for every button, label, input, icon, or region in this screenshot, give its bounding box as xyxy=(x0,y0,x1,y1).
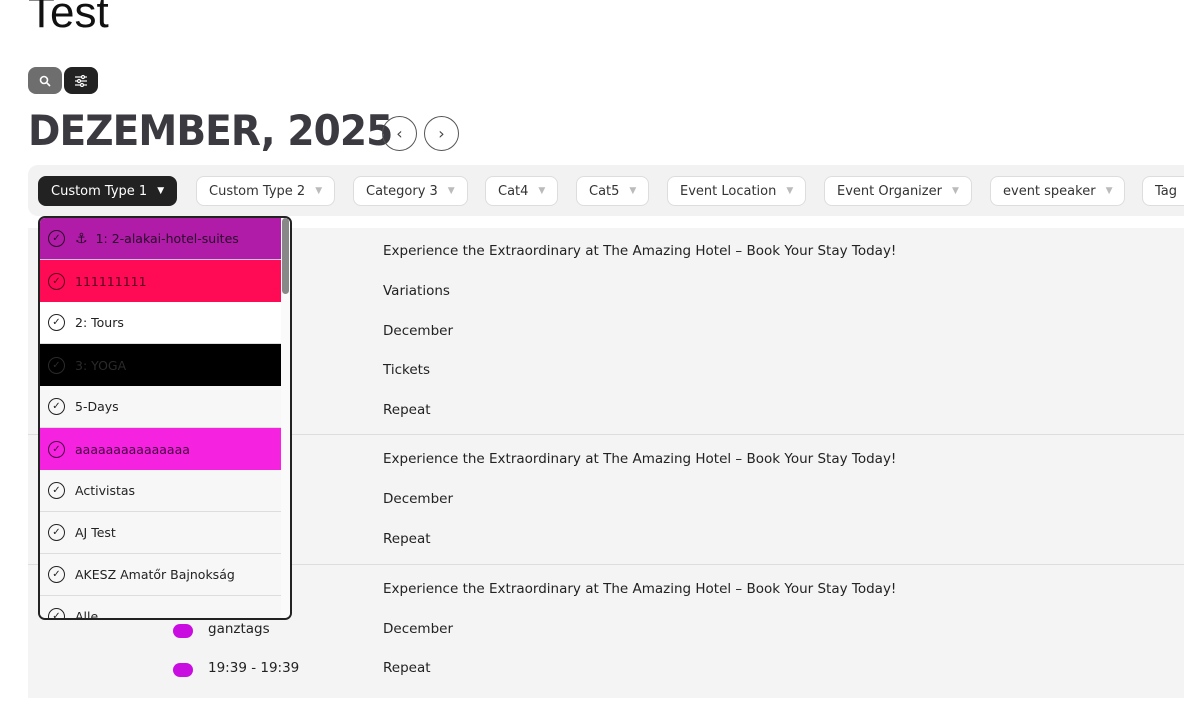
filter-label: event speaker xyxy=(1003,183,1096,199)
dropdown-option[interactable]: ✓ aaaaaaaaaaaaaaa xyxy=(40,428,282,470)
event-title[interactable]: Experience the Extraordinary at The Amaz… xyxy=(383,581,897,597)
filter-tag[interactable]: Tag▼ xyxy=(1142,176,1184,206)
check-circle-icon: ✓ xyxy=(48,356,65,374)
event-detail: December xyxy=(383,323,454,339)
option-label: 3: YOGA xyxy=(75,357,127,373)
month-heading: DEZEMBER, 2025 xyxy=(28,106,393,155)
event-detail: Repeat xyxy=(383,402,431,418)
check-circle-icon: ✓ xyxy=(48,314,65,331)
filter-label: Custom Type 2 xyxy=(209,183,306,199)
prev-month-button[interactable]: ‹ xyxy=(382,116,417,151)
filter-category-3[interactable]: Category 3 ▼ xyxy=(353,176,468,206)
event-detail: Repeat xyxy=(383,660,431,676)
check-circle-icon: ✓ xyxy=(48,440,65,458)
filter-bar: Custom Type 1 ▼ Custom Type 2 ▼ Category 3… xyxy=(28,165,1184,216)
filter-custom-type-1[interactable]: Custom Type 1 ▼ xyxy=(38,176,178,206)
event-item[interactable]: Experience the Extraordinary at The Amaz… xyxy=(28,435,1184,565)
anchor-icon: ⚓ xyxy=(75,230,88,247)
event-item[interactable]: Experience the Extraordinary at The Amaz… xyxy=(28,565,1184,705)
dropdown-option[interactable]: ✓ AJ Test xyxy=(40,512,282,554)
search-button[interactable] xyxy=(28,67,62,94)
filter-toggle-button[interactable] xyxy=(64,67,98,94)
event-detail: Repeat xyxy=(383,531,431,547)
event-time: 19:39 - 19:39 xyxy=(208,660,300,676)
sliders-icon xyxy=(75,74,87,87)
option-label: Activistas xyxy=(75,483,136,498)
dropdown-option[interactable]: ✓ 5-Days xyxy=(40,386,282,428)
event-detail: Tickets xyxy=(383,362,430,378)
caret-down-icon: ▼ xyxy=(157,186,165,196)
scrollbar-thumb[interactable] xyxy=(282,218,289,294)
event-detail: December xyxy=(383,491,454,507)
check-circle-icon: ✓ xyxy=(48,482,65,499)
check-circle-icon: ✓ xyxy=(48,608,65,618)
option-label: AKESZ Amatőr Bajnokság xyxy=(75,567,235,582)
dropdown-option[interactable]: ✓ Activistas xyxy=(40,470,282,512)
custom-type-1-dropdown: ✓ ⚓ 1: 2-alakai-hotel-suites ✓ 111111111 ✓ 2… xyxy=(38,216,292,620)
filter-label: Event Location xyxy=(680,183,777,199)
filter-cat5[interactable]: Cat5 ▼ xyxy=(576,176,650,206)
chevron-left-icon: ‹ xyxy=(396,124,403,143)
caret-down-icon: ▼ xyxy=(447,186,455,196)
filter-label: Tag xyxy=(1155,183,1178,199)
event-detail: Variations xyxy=(383,283,450,299)
event-title[interactable]: Experience the Extraordinary at The Amaz… xyxy=(383,451,897,467)
event-title[interactable]: Experience the Extraordinary at The Amaz… xyxy=(383,243,897,259)
filter-cat4[interactable]: Cat4 ▼ xyxy=(485,176,559,206)
filter-event-organizer[interactable]: Event Organizer ▼ xyxy=(824,176,972,206)
dropdown-option[interactable]: ✓ 2: Tours xyxy=(40,302,282,344)
check-circle-icon: ✓ xyxy=(48,566,65,583)
caret-down-icon: ▼ xyxy=(951,186,959,196)
dropdown-option[interactable]: ✓ Alle xyxy=(40,596,282,620)
event-detail: December xyxy=(383,621,454,637)
color-dot xyxy=(173,663,193,677)
dropdown-option[interactable]: ✓ AKESZ Amatőr Bajnokság xyxy=(40,554,282,596)
filter-label: Cat5 xyxy=(589,183,620,199)
next-month-button[interactable]: › xyxy=(424,116,459,151)
dropdown-option[interactable]: ✓ ⚓ 1: 2-alakai-hotel-suites xyxy=(40,218,282,260)
check-circle-icon: ✓ xyxy=(48,230,65,247)
option-label: AJ Test xyxy=(75,525,116,540)
dropdown-scrollbar[interactable] xyxy=(281,218,290,618)
filter-label: Custom Type 1 xyxy=(51,183,148,199)
option-label: 111111111 xyxy=(75,273,147,289)
page-title: Test xyxy=(28,0,109,37)
filter-label: Cat4 xyxy=(498,183,529,199)
dropdown-option[interactable]: ✓ 111111111 xyxy=(40,260,282,302)
filter-label: Category 3 xyxy=(366,183,438,199)
caret-down-icon: ▼ xyxy=(629,186,637,196)
search-icon xyxy=(39,75,51,87)
color-dot xyxy=(173,624,193,638)
check-circle-icon: ✓ xyxy=(48,272,65,290)
filter-label: Event Organizer xyxy=(837,183,942,199)
dropdown-option[interactable]: ✓ 3: YOGA xyxy=(40,344,282,386)
caret-down-icon: ▼ xyxy=(786,186,794,196)
filter-event-location[interactable]: Event Location ▼ xyxy=(667,176,807,206)
check-circle-icon: ✓ xyxy=(48,398,65,415)
option-label: 1: 2-alakai-hotel-suites xyxy=(95,231,239,246)
caret-down-icon: ▼ xyxy=(315,186,323,196)
event-time: ganztags xyxy=(208,621,270,637)
option-label: 5-Days xyxy=(75,399,119,414)
caret-down-icon: ▼ xyxy=(538,186,546,196)
option-label: Alle xyxy=(75,609,99,620)
filter-custom-type-2[interactable]: Custom Type 2 ▼ xyxy=(196,176,336,206)
check-circle-icon: ✓ xyxy=(48,524,65,541)
filter-event-speaker[interactable]: event speaker ▼ xyxy=(990,176,1126,206)
option-label: aaaaaaaaaaaaaaa xyxy=(75,441,190,457)
event-item[interactable]: Experience the Extraordinary at The Amaz… xyxy=(28,228,1184,435)
chevron-right-icon: › xyxy=(438,124,445,143)
option-label: 2: Tours xyxy=(75,315,124,330)
caret-down-icon: ▼ xyxy=(1105,186,1113,196)
